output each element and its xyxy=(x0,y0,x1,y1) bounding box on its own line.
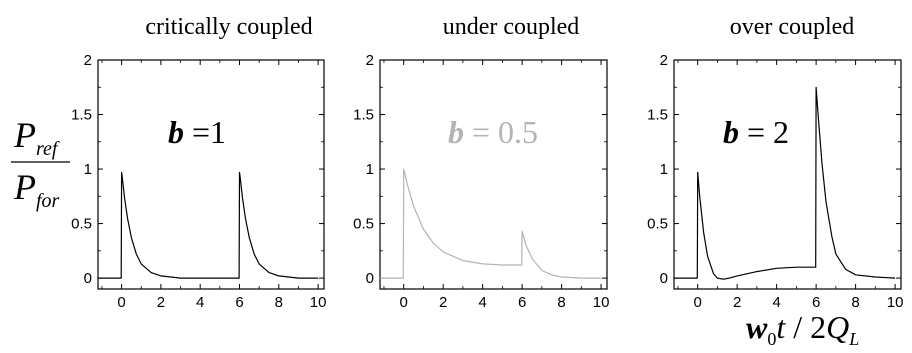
y-tick-label: 1.5 xyxy=(647,107,668,124)
svg-text:w0t / 2QL: w0t / 2QL xyxy=(746,309,859,349)
x-tick-label: 0 xyxy=(117,294,125,311)
x-tick-label: 8 xyxy=(275,294,283,311)
y-tick-label: 2 xyxy=(84,52,92,69)
x-tick-label: 10 xyxy=(593,294,610,311)
x-tick-label: 8 xyxy=(557,294,565,311)
y-tick-label: 1 xyxy=(84,161,92,178)
x-tick-label: 6 xyxy=(518,294,526,311)
series-line xyxy=(380,168,602,279)
x-label-w-sub: 0 xyxy=(767,329,776,349)
y-tick-label: 0 xyxy=(84,270,92,287)
plot-frame xyxy=(673,59,902,290)
x-tick-label: 2 xyxy=(733,294,741,311)
svg-text:Pfor: Pfor xyxy=(13,167,60,212)
beta-annotation: b = 2 xyxy=(723,114,789,150)
y-label-numerator-sub: ref xyxy=(36,138,60,160)
y-tick-label: 1 xyxy=(660,161,668,178)
x-tick-label: 10 xyxy=(310,294,327,311)
x-tick-label: 2 xyxy=(439,294,447,311)
y-label-numerator: P xyxy=(13,115,36,155)
y-tick-label: 1 xyxy=(366,161,374,178)
plot-frame xyxy=(379,59,608,290)
y-label-denominator: P xyxy=(13,167,36,207)
x-tick-label: 6 xyxy=(235,294,243,311)
x-tick-label: 4 xyxy=(478,294,486,311)
beta-annotation: b = 0.5 xyxy=(448,114,538,150)
chart-title: critically coupled xyxy=(145,14,312,40)
x-label-q: Q xyxy=(826,309,849,345)
svg-text:Pref: Pref xyxy=(13,115,60,160)
x-tick-label: 2 xyxy=(157,294,165,311)
y-tick-label: 0.5 xyxy=(647,216,668,233)
x-tick-label: 0 xyxy=(694,294,702,311)
y-tick-label: 0 xyxy=(366,270,374,287)
x-tick-label: 10 xyxy=(887,294,904,311)
chart-title: under coupled xyxy=(443,14,580,40)
chart-panel: under coupled 0 0.5 1 1.5 2 0 2 4 6 8 10 b = 0.5 xyxy=(353,14,609,311)
y-tick-label: 0 xyxy=(660,270,668,287)
chart-panel: over coupled 0 0.5 1 1.5 2 0 2 4 6 8 10 b = 2 xyxy=(647,14,903,311)
chart-title: over coupled xyxy=(730,14,855,40)
x-label-slash: / 2 xyxy=(785,309,826,345)
series-line xyxy=(98,171,319,279)
plot-frame xyxy=(97,59,325,290)
beta-annotation: b =1 xyxy=(168,114,226,150)
series-line xyxy=(674,86,896,280)
chart-panel: critically coupled 0 0.5 1 1.5 2 0 2 4 6 8 10 b =1 xyxy=(71,14,326,311)
x-label-q-sub: L xyxy=(848,329,859,349)
y-tick-label: 0.5 xyxy=(71,216,92,233)
y-tick-label: 2 xyxy=(660,52,668,69)
x-label-t: t xyxy=(776,309,786,345)
y-tick-label: 2 xyxy=(366,52,374,69)
x-tick-label: 6 xyxy=(812,294,820,311)
x-tick-label: 0 xyxy=(400,294,408,311)
x-tick-label: 4 xyxy=(772,294,780,311)
y-tick-label: 0.5 xyxy=(353,216,374,233)
y-label-denominator-sub: for xyxy=(36,190,60,212)
x-axis-label: w0t / 2QL xyxy=(746,309,859,349)
x-tick-label: 8 xyxy=(851,294,859,311)
x-label-w: w xyxy=(746,309,768,345)
x-tick-label: 4 xyxy=(196,294,204,311)
y-tick-label: 1.5 xyxy=(71,107,92,124)
y-tick-label: 1.5 xyxy=(353,107,374,124)
y-axis-label: Pref Pfor xyxy=(11,115,70,212)
